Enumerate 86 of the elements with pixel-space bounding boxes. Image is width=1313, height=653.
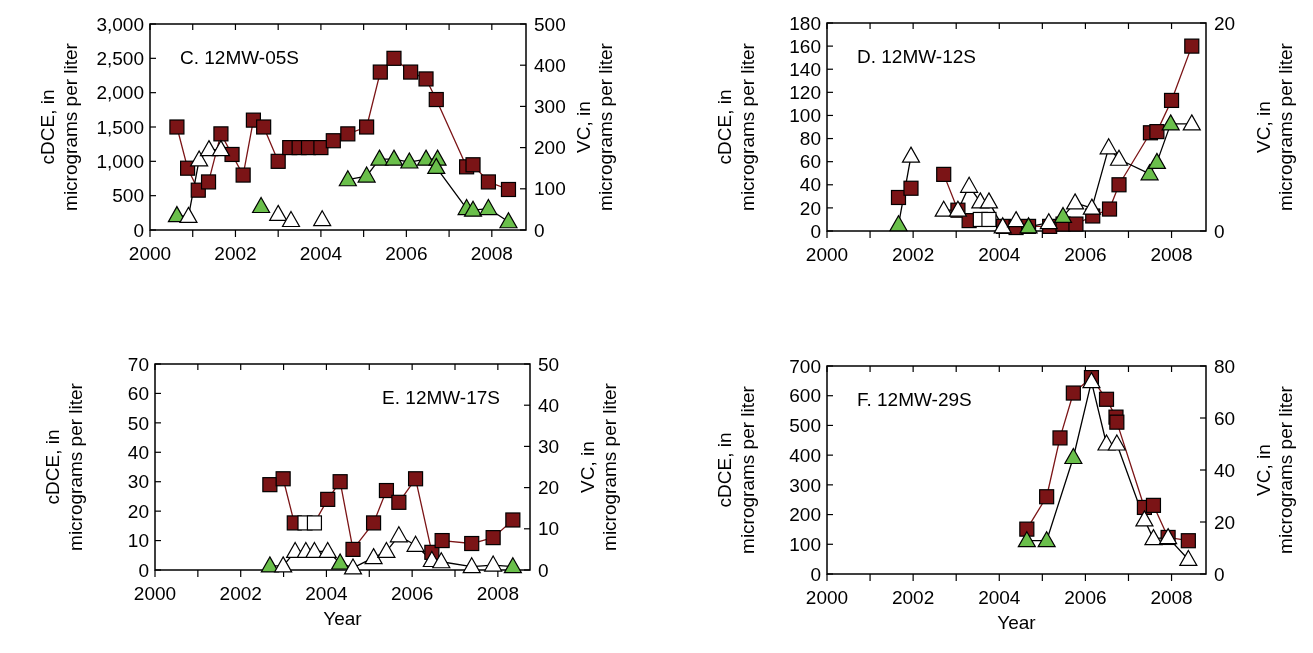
x-tick-label: 2006 (391, 583, 434, 604)
y2-tick-label: 10 (538, 518, 560, 540)
y-axis-title: cDCE, in micrograms per liter (714, 42, 758, 211)
y-tick-label: 100 (789, 105, 821, 127)
text: E. 12MW-17S (382, 387, 500, 408)
y2-tick-label: 400 (534, 54, 566, 76)
x-tick-label: 2008 (1150, 587, 1193, 608)
y2-tick-label: 20 (1214, 511, 1236, 533)
x-tick-label: 2006 (1064, 244, 1107, 265)
y-tick-label: 3,000 (96, 13, 144, 35)
y2-tick-label: 20 (1214, 12, 1236, 34)
y-tick-label: 2,500 (96, 47, 144, 69)
y-tick-label: 700 (789, 355, 821, 377)
y2-tick-label: 0 (1214, 563, 1225, 585)
y-tick-label: 200 (789, 504, 821, 526)
y-tick-label: 1,000 (96, 150, 144, 172)
y-tick-label: 40 (127, 441, 149, 463)
y-tick-label: 1,500 (96, 116, 144, 138)
y-tick-label: 400 (789, 444, 821, 466)
y-tick-label: 100 (789, 533, 821, 555)
y2-tick-label: 500 (534, 13, 566, 35)
y-tick-label: 140 (789, 58, 821, 80)
x-tick-label: 2002 (892, 587, 935, 608)
y-tick-label: 70 (127, 353, 149, 375)
y2-tick-label: 0 (534, 219, 545, 241)
y2-axis-title: VC, in micrograms per liter (577, 382, 620, 551)
x-tick-label: 2002 (219, 583, 262, 604)
y2-tick-label: 300 (534, 96, 566, 118)
y-tick-label: 20 (799, 197, 821, 219)
y2-tick-label: 100 (534, 178, 566, 200)
y-tick-label: 50 (127, 412, 149, 434)
y2-tick-label: 200 (534, 137, 566, 159)
y-tick-label: 40 (799, 174, 821, 196)
x-axis-title: Year (997, 612, 1037, 633)
y-tick-label: 60 (127, 383, 149, 405)
y2-axis-title: VC, in micrograms per liter (573, 42, 616, 211)
y-tick-label: 80 (799, 128, 821, 150)
x-tick-label: 2002 (214, 243, 257, 264)
x-tick-label: 2006 (385, 243, 428, 264)
y-tick-label: 20 (127, 500, 149, 522)
y-tick-label: 120 (789, 81, 821, 103)
x-tick-label: 2008 (470, 243, 513, 264)
y-axis-title: cDCE, in micrograms per liter (37, 42, 81, 211)
y-tick-label: 0 (810, 563, 821, 585)
text: F. 12MW-29S (857, 389, 972, 410)
y2-tick-label: 60 (1214, 407, 1236, 429)
y2-tick-label: 0 (1214, 220, 1225, 242)
x-tick-label: 2004 (305, 583, 348, 604)
y2-tick-label: 20 (538, 477, 560, 499)
y-tick-label: 0 (138, 559, 149, 581)
x-tick-label: 2004 (978, 587, 1021, 608)
x-tick-label: 2008 (1150, 244, 1193, 265)
text: D. 12MW-12S (857, 46, 976, 67)
y-tick-label: 300 (789, 474, 821, 496)
y-axis-title: cDCE, in micrograms per liter (42, 382, 86, 551)
x-tick-label: 2000 (805, 587, 849, 608)
x-tick-label: 2008 (476, 583, 519, 604)
y-tick-label: 600 (789, 385, 821, 407)
y-tick-label: 10 (127, 530, 149, 552)
y2-tick-label: 40 (538, 394, 560, 416)
y2-tick-label: 0 (538, 559, 549, 581)
y2-axis-title: VC, in micrograms per liter (1253, 385, 1296, 554)
y-tick-label: 180 (789, 12, 821, 34)
x-tick-label: 2004 (299, 243, 343, 264)
x-tick-label: 2000 (133, 583, 177, 604)
y-tick-label: 2,000 (96, 82, 144, 104)
x-tick-label: 2000 (128, 243, 172, 264)
y-tick-label: 500 (112, 185, 144, 207)
y2-tick-label: 40 (1214, 459, 1236, 481)
x-tick-label: 2000 (805, 244, 849, 265)
y2-tick-label: 30 (538, 436, 560, 458)
text: C. 12MW-05S (180, 47, 299, 68)
y2-tick-label: 50 (538, 353, 560, 375)
y-tick-label: 500 (789, 415, 821, 437)
y-tick-label: 30 (127, 471, 149, 493)
x-axis-title: Year (323, 608, 363, 629)
y-tick-label: 160 (789, 35, 821, 57)
y-axis-title: cDCE, in micrograms per liter (714, 385, 758, 554)
y2-tick-label: 80 (1214, 355, 1236, 377)
y2-axis-title: VC, in micrograms per liter (1253, 42, 1296, 211)
x-tick-label: 2004 (978, 244, 1021, 265)
x-tick-label: 2002 (892, 244, 935, 265)
x-tick-label: 2006 (1064, 587, 1107, 608)
y-tick-label: 60 (799, 151, 821, 173)
y-tick-label: 0 (133, 219, 144, 241)
y-tick-label: 0 (810, 220, 821, 242)
